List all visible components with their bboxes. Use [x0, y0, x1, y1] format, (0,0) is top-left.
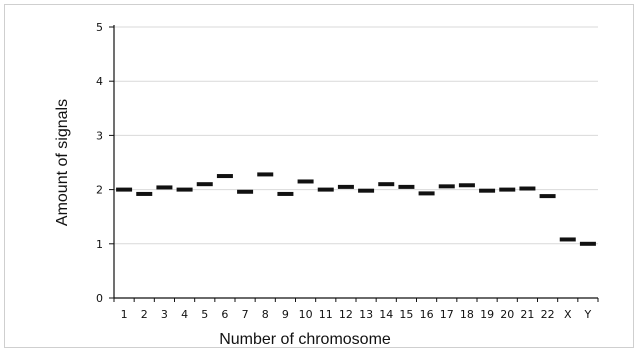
x-tick-label-12: 12 [339, 308, 353, 321]
x-tick-label-9: 9 [282, 308, 289, 321]
x-tick-label-7: 7 [242, 308, 249, 321]
chart-frame [4, 4, 634, 348]
signal-marker-chr-1 [116, 187, 133, 192]
signal-markers [116, 172, 596, 246]
y-tick-label-2: 2 [96, 184, 103, 197]
signal-marker-chr-14 [378, 182, 395, 187]
x-tick-label-8: 8 [262, 308, 269, 321]
x-tick-label-22: 22 [541, 308, 555, 321]
x-tick-label-1: 1 [121, 308, 128, 321]
x-tick-label-11: 11 [319, 308, 333, 321]
y-tick-label-0: 0 [96, 292, 103, 305]
signal-marker-chr-12 [337, 184, 354, 189]
x-tick-label-19: 19 [480, 308, 494, 321]
signal-marker-chr-4 [176, 187, 193, 192]
x-tick-label-21: 21 [520, 308, 534, 321]
signal-marker-chr-9 [277, 191, 294, 196]
x-tick-label-3: 3 [161, 308, 168, 321]
axes [113, 25, 598, 299]
x-tick-label-10: 10 [299, 308, 313, 321]
signal-marker-chr-21 [519, 186, 536, 191]
y-tick-label-1: 1 [96, 238, 103, 251]
y-axis-title: Amount of signals [54, 99, 71, 226]
signal-marker-chr-X [559, 237, 576, 242]
x-tick-label-Y: Y [584, 308, 592, 321]
x-tick-label-2: 2 [141, 308, 148, 321]
signal-marker-chr-10 [297, 179, 314, 184]
signal-marker-chr-3 [156, 185, 173, 190]
x-tick-label-18: 18 [460, 308, 474, 321]
signal-marker-chr-6 [216, 174, 233, 179]
x-tick-label-6: 6 [221, 308, 228, 321]
signal-marker-chr-2 [136, 191, 153, 196]
x-axis-title: Number of chromosome [219, 331, 391, 348]
x-tick-label-14: 14 [379, 308, 393, 321]
x-tick-label-13: 13 [359, 308, 373, 321]
signal-marker-chr-11 [317, 187, 334, 192]
x-tick-label-4: 4 [181, 308, 188, 321]
signal-marker-chr-8 [257, 172, 274, 177]
signal-marker-chr-16 [418, 191, 435, 196]
y-tick-labels: 0 1 2 3 4 5 [96, 21, 114, 305]
signal-marker-chr-5 [196, 182, 213, 187]
x-tick-label-16: 16 [420, 308, 434, 321]
x-tick-label-15: 15 [399, 308, 413, 321]
signal-marker-chr-22 [539, 194, 556, 199]
signal-marker-chr-20 [499, 187, 516, 192]
y-tick-label-3: 3 [96, 129, 103, 142]
signal-marker-chr-Y [579, 241, 596, 246]
signal-marker-chr-17 [438, 184, 455, 189]
x-tick-label-X: X [564, 308, 572, 321]
x-tick-label-17: 17 [440, 308, 454, 321]
signal-marker-chr-18 [458, 183, 475, 188]
x-tick-label-20: 20 [500, 308, 514, 321]
y-tick-label-4: 4 [96, 75, 103, 88]
y-tick-label-5: 5 [96, 21, 103, 34]
x-tick-labels: 1 2 3 4 5 6 7 8 9 10 11 12 13 14 15 16 17 18 19 20 21 22 X Y [113, 298, 599, 321]
signal-marker-chr-15 [398, 184, 415, 189]
signal-marker-chr-13 [358, 188, 375, 193]
gridlines [114, 26, 598, 245]
x-tick-label-5: 5 [201, 308, 208, 321]
signal-marker-chr-7 [237, 189, 254, 194]
signal-marker-chr-19 [479, 188, 496, 193]
